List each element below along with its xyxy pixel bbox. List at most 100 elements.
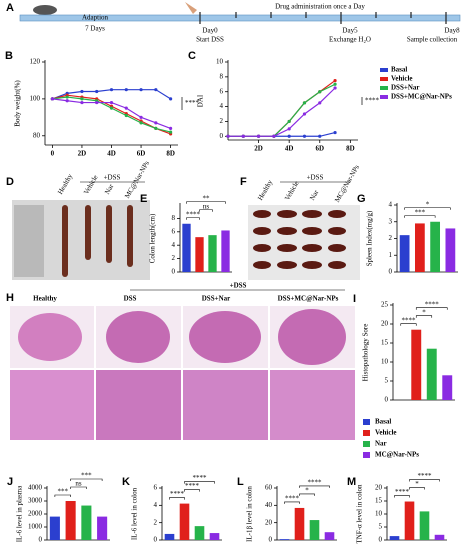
panel-letter: F [240, 176, 247, 188]
y-tick-label: 10 [381, 358, 389, 366]
timeline-label: Exchange H₂O [329, 36, 371, 44]
legend-swatch [363, 441, 370, 447]
point [154, 88, 158, 92]
bar [208, 235, 217, 272]
significance-bracket [70, 478, 103, 481]
y-axis-label: IL-6 level in colon [131, 487, 139, 540]
panel-letter: J [7, 476, 13, 488]
legend-swatch [363, 452, 370, 458]
bar [97, 516, 108, 540]
y-tick-label: 5 [379, 523, 383, 531]
bar [209, 533, 220, 540]
timeline-label: 7 Days [85, 25, 105, 33]
group-label: +DSS [307, 174, 324, 182]
annotation: *** [81, 472, 92, 480]
point [109, 106, 114, 110]
bar [442, 375, 453, 400]
y-tick-label: 20 [375, 484, 383, 492]
x-tick-label: 2D [254, 145, 263, 153]
annotation: ns [75, 480, 82, 488]
legend-swatch [380, 86, 388, 90]
ruler [14, 205, 44, 277]
point [80, 100, 84, 105]
point [169, 97, 173, 101]
legend-swatch [380, 77, 388, 81]
panel-letter: B [5, 50, 13, 62]
y-axis-label: Colon length(cm) [149, 213, 157, 263]
y-tick-label: 2 [389, 234, 393, 242]
annotation: **** [402, 316, 417, 324]
y-tick-label: 0 [269, 536, 273, 544]
timeline-label: Sample collection [407, 36, 458, 44]
significance-bracket [299, 493, 315, 496]
y-tick-label: 6 [154, 484, 158, 492]
panel-letter: K [122, 476, 130, 488]
group-label: +DSS [230, 282, 247, 290]
annotation: **** [425, 300, 440, 308]
y-axis-label: Spleen Index(mg/g) [366, 210, 374, 266]
y-tick-label: 120 [30, 58, 41, 66]
legend-label: Basal [375, 418, 391, 426]
point [318, 134, 322, 138]
bar [294, 507, 305, 540]
annotation: * [305, 487, 309, 495]
x-tick-label: 6D [315, 145, 324, 153]
significance-bracket [70, 486, 87, 489]
timeline-label: Adaption [82, 14, 109, 22]
y-tick-label: 20 [381, 320, 389, 328]
significance-bracket [299, 485, 330, 488]
bar [195, 237, 204, 272]
point [302, 134, 307, 138]
y-tick-label: 0 [379, 536, 383, 544]
timeline-label: Day5 [342, 27, 358, 35]
colon-specimens [62, 205, 133, 277]
point [124, 106, 128, 110]
point [95, 89, 99, 94]
y-tick-label: 3 [389, 217, 393, 225]
y-tick-label: 8 [172, 214, 176, 222]
y-tick-label: 0 [172, 268, 176, 276]
point [80, 89, 84, 94]
legend-label: Vehicle [391, 75, 413, 83]
bar [164, 533, 175, 540]
significance-bracket [409, 479, 440, 482]
annotation: **** [418, 472, 433, 480]
point [95, 100, 99, 105]
y-axis-label: DAI [197, 94, 205, 107]
significance-bracket [404, 207, 451, 210]
x-tick-label: 0 [51, 150, 55, 158]
y-tick-label: 40 [265, 501, 273, 509]
histology-images [10, 306, 355, 440]
point [333, 82, 337, 86]
bar [404, 501, 415, 540]
bar [426, 348, 437, 400]
point [333, 86, 337, 90]
point [139, 88, 143, 92]
y-tick-label: 4 [389, 201, 393, 209]
significance-bracket [186, 217, 200, 220]
y-axis-label: IL-6 level in plasma [16, 485, 24, 542]
series-line [228, 80, 336, 137]
point [124, 113, 128, 118]
significance-bracket [415, 307, 448, 310]
bar [445, 228, 456, 272]
lane-label: Nar [103, 182, 116, 196]
point [65, 99, 69, 103]
annotation: **** [395, 488, 410, 496]
significance-bracket [404, 215, 436, 218]
syringe-icon [185, 2, 197, 14]
mouse-icon [33, 5, 57, 15]
panel-letter: M [347, 476, 356, 488]
bar [81, 505, 92, 540]
point [169, 126, 173, 130]
legend-label: MC@Nar-NPs [375, 451, 419, 459]
point [302, 112, 307, 116]
bar [434, 534, 445, 540]
bar [389, 536, 400, 540]
point [287, 127, 291, 131]
point [226, 134, 230, 138]
x-tick-label: 4D [285, 145, 294, 153]
bar [221, 230, 230, 272]
point [80, 97, 84, 101]
y-tick-label: 2 [172, 254, 176, 262]
